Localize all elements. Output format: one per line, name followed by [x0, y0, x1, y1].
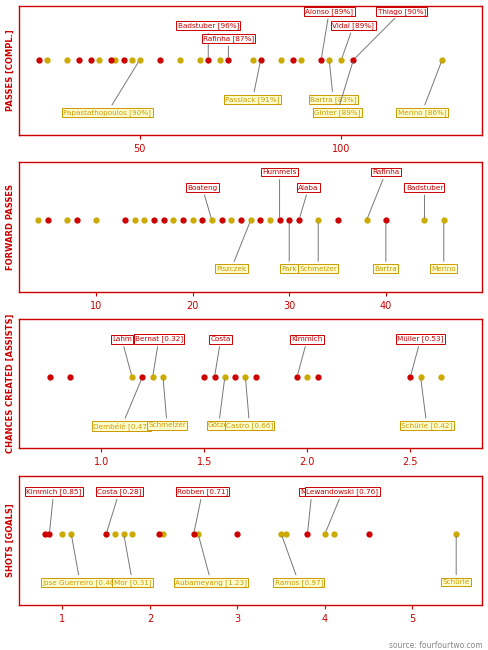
Text: Papastathopoulos [90%]: Papastathopoulos [90%]: [63, 62, 151, 116]
Text: Bartra [83%]: Bartra [83%]: [310, 62, 357, 103]
Text: Merino: Merino: [431, 223, 456, 272]
Y-axis label: CHANCES CREATED [ASSISTS]: CHANCES CREATED [ASSISTS]: [5, 314, 15, 453]
Text: Piszczek: Piszczek: [216, 223, 249, 272]
Text: Bernat [0.32]: Bernat [0.32]: [135, 335, 183, 374]
Text: Vidal [89%]: Vidal [89%]: [332, 22, 374, 57]
Text: Rafinha: Rafinha: [367, 169, 399, 218]
Text: Alonso [89%]: Alonso [89%]: [305, 8, 353, 57]
Text: Kimmich: Kimmich: [292, 336, 323, 374]
Text: Costa: Costa: [210, 336, 231, 374]
Text: Ginter [89%]: Ginter [89%]: [314, 62, 361, 116]
Text: Passlack [91%]: Passlack [91%]: [225, 62, 280, 103]
Text: Hummels: Hummels: [263, 169, 297, 218]
Y-axis label: FORWARD PASSES: FORWARD PASSES: [5, 184, 15, 270]
Text: Jose Guerreiro [0.46]: Jose Guerreiro [0.46]: [42, 537, 118, 586]
Text: Merino [86%]: Merino [86%]: [398, 62, 446, 116]
Text: Castro [0.66]: Castro [0.66]: [226, 380, 273, 429]
Y-axis label: PASSES [COMPL.]: PASSES [COMPL.]: [5, 29, 15, 111]
Text: Aubameyang [1.23]: Aubameyang [1.23]: [175, 536, 247, 586]
Text: Müller [0.53]: Müller [0.53]: [397, 335, 444, 374]
Text: Schmelzer: Schmelzer: [299, 223, 337, 272]
Text: Ramos [0.97]: Ramos [0.97]: [275, 536, 323, 586]
Text: Lewandowski [0.76]: Lewandowski [0.76]: [306, 488, 379, 531]
Text: Kimmich [0.85]: Kimmich [0.85]: [26, 488, 81, 531]
Text: Robben [0.71]: Robben [0.71]: [177, 488, 228, 531]
Text: Schürle [0.42]: Schürle [0.42]: [401, 380, 452, 429]
Text: Bartra: Bartra: [374, 223, 397, 272]
Text: Rafinha [87%]: Rafinha [87%]: [203, 35, 254, 57]
Text: Badstuber: Badstuber: [406, 185, 443, 218]
Text: Thiago [90%]: Thiago [90%]: [355, 8, 426, 58]
Text: Mor [0.31]: Mor [0.31]: [114, 537, 151, 586]
Text: Boateng: Boateng: [187, 185, 217, 218]
Y-axis label: SHOTS [GOALS]: SHOTS [GOALS]: [5, 504, 15, 577]
Text: Alaba: Alaba: [298, 185, 319, 218]
Text: Badstuber [96%]: Badstuber [96%]: [178, 22, 239, 57]
Text: Schürle: Schürle: [443, 537, 470, 585]
Text: source: fourfourtwo.com: source: fourfourtwo.com: [389, 641, 483, 650]
Text: Dembélé [0.47]: Dembélé [0.47]: [93, 380, 150, 430]
Text: Schmelzer: Schmelzer: [148, 380, 186, 428]
Text: Costa [0.28]: Costa [0.28]: [97, 488, 142, 531]
Text: Park: Park: [282, 223, 297, 272]
Text: Lahm: Lahm: [112, 336, 132, 374]
Text: Müller: Müller: [301, 489, 323, 531]
Text: Götze: Götze: [208, 380, 229, 428]
